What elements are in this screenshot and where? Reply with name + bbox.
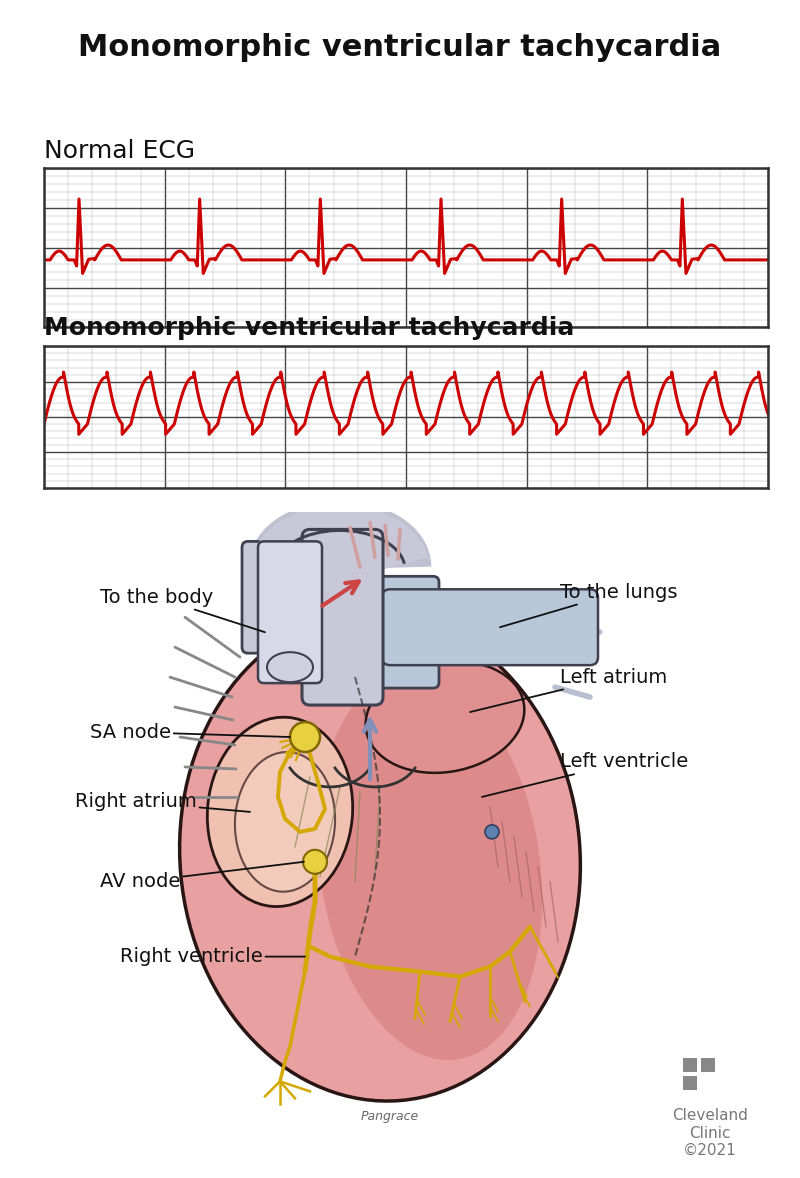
Ellipse shape [318,674,542,1060]
Text: Right ventricle: Right ventricle [120,947,305,966]
Ellipse shape [235,752,335,892]
Ellipse shape [366,661,524,773]
Text: To the lungs: To the lungs [500,583,678,627]
FancyBboxPatch shape [382,589,598,666]
FancyBboxPatch shape [372,576,439,688]
FancyBboxPatch shape [302,529,383,706]
Ellipse shape [207,717,353,907]
Text: SA node: SA node [90,722,290,741]
Circle shape [485,825,499,839]
FancyBboxPatch shape [258,542,322,683]
FancyBboxPatch shape [242,542,314,653]
Bar [683,1058,697,1072]
Ellipse shape [180,613,580,1101]
Bar [701,1058,715,1072]
Text: AV node: AV node [100,862,304,892]
Bar [701,1077,715,1091]
Ellipse shape [267,653,313,682]
Circle shape [290,722,320,752]
Circle shape [303,849,327,874]
Text: Monomorphic ventricular tachycardia: Monomorphic ventricular tachycardia [78,33,722,62]
Text: Cleveland
Clinic
©2021: Cleveland Clinic ©2021 [672,1108,748,1158]
Text: Left atrium: Left atrium [470,668,667,712]
Text: Left ventricle: Left ventricle [482,753,688,796]
Text: Pangrace: Pangrace [361,1110,419,1123]
Text: Monomorphic ventricular tachycardia: Monomorphic ventricular tachycardia [44,317,574,340]
Text: To the body: To the body [100,588,265,633]
Bar [683,1077,697,1091]
Text: Normal ECG: Normal ECG [44,139,195,163]
Text: Right atrium: Right atrium [75,793,250,812]
Bar [701,1077,715,1091]
